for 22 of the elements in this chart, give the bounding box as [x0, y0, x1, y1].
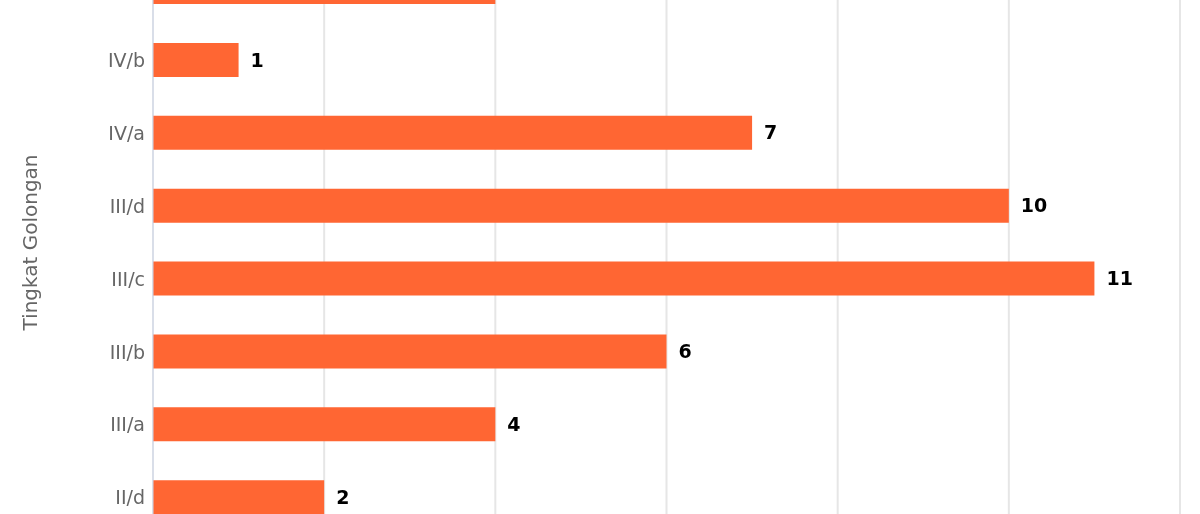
y-tick-label: IV/a — [108, 121, 145, 144]
y-axis-title: Tingkat Golongan — [18, 154, 43, 332]
y-tick-label: III/a — [110, 413, 145, 436]
y-tick-label: II/d — [115, 486, 145, 509]
bar — [153, 42, 239, 77]
bar — [153, 261, 1095, 296]
y-tick-label: III/d — [109, 194, 145, 217]
data-label: 7 — [764, 121, 778, 144]
data-label: 4 — [507, 412, 521, 435]
y-tick-label: IV/b — [107, 49, 145, 72]
y-tick-label: III/b — [109, 340, 145, 363]
bar — [153, 407, 496, 442]
data-label: 2 — [336, 485, 350, 508]
data-label: 6 — [678, 340, 692, 363]
bar — [153, 188, 1009, 223]
data-label: 11 — [1106, 267, 1133, 290]
bar — [153, 115, 753, 150]
y-tick-label: III/c — [111, 267, 145, 290]
bar — [153, 334, 667, 369]
data-label: 10 — [1020, 194, 1048, 217]
data-label: 1 — [250, 48, 264, 71]
bar — [153, 480, 325, 514]
